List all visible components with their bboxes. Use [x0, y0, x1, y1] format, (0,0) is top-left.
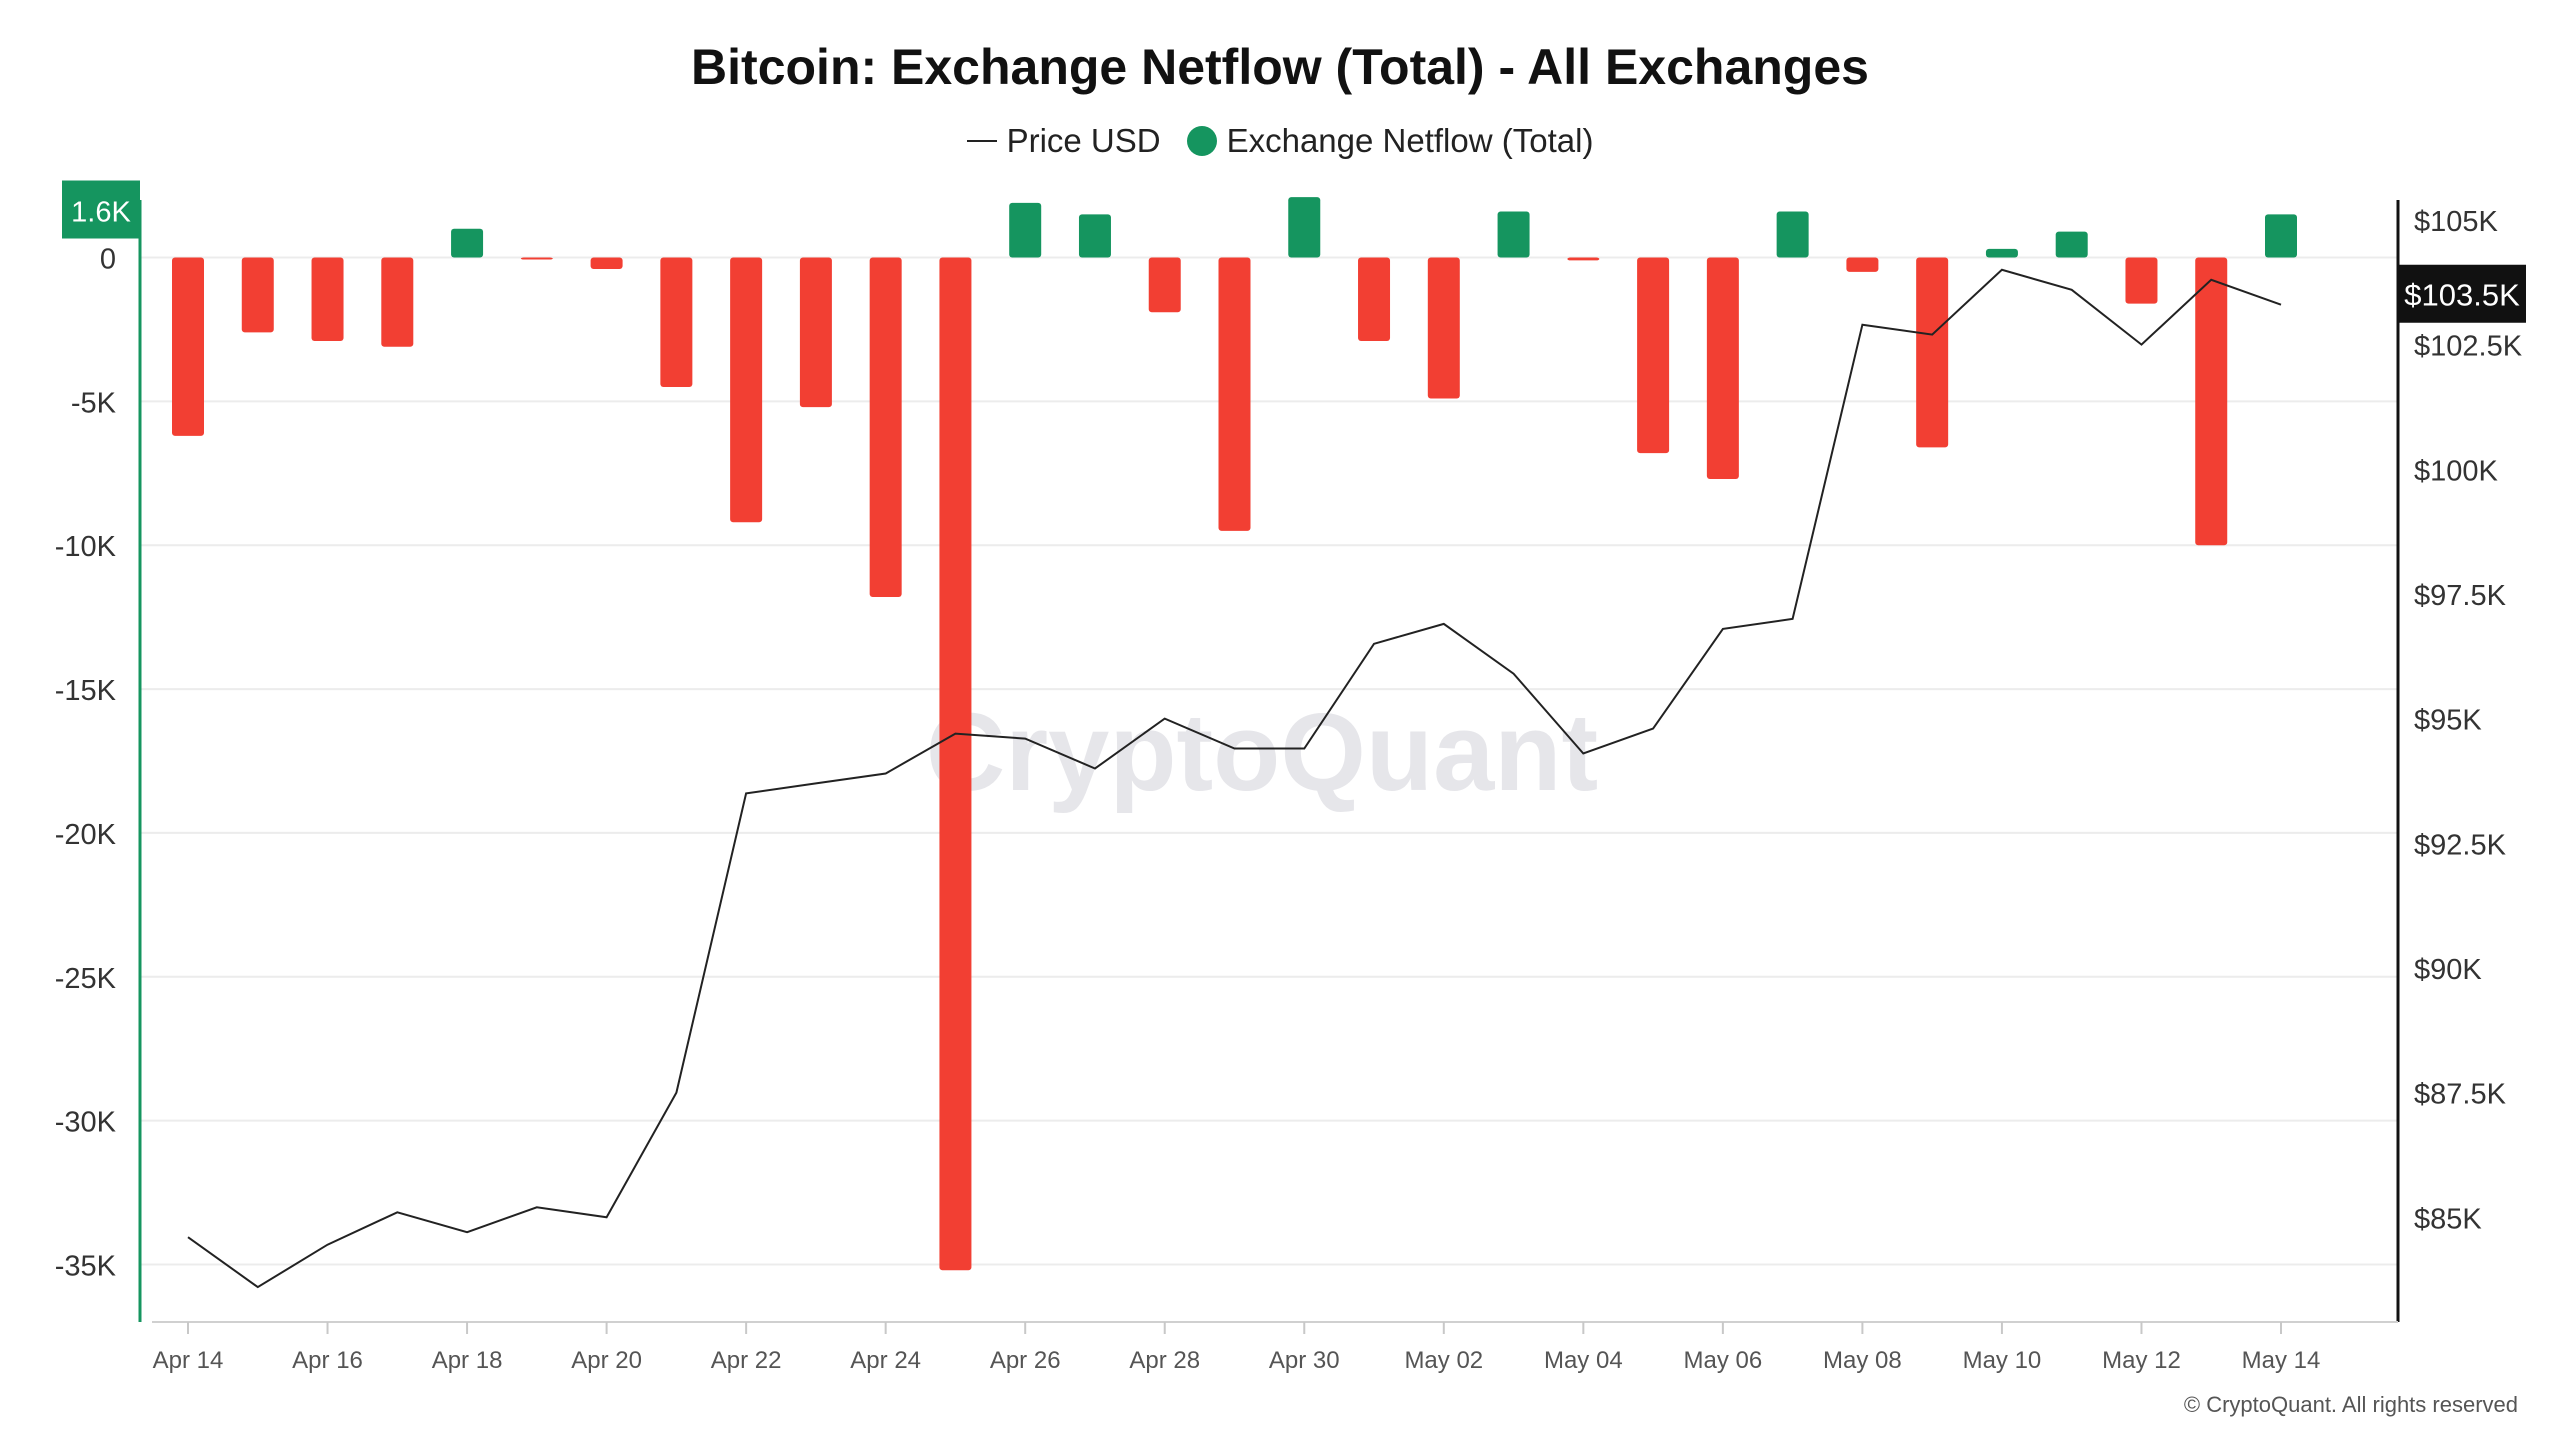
netflow-bar — [1916, 257, 1949, 448]
copyright-text: © CryptoQuant. All rights reserved — [2183, 1392, 2518, 1417]
current-price-badge-label: $103.5K — [2404, 278, 2520, 313]
y-right-tick-label: $105K — [2414, 206, 2499, 238]
x-tick-label: Apr 20 — [571, 1347, 642, 1374]
y-right-tick-label: $90K — [2414, 954, 2482, 986]
dot-marker-icon — [1186, 126, 1217, 156]
netflow-bar — [451, 228, 484, 258]
netflow-bar — [1078, 214, 1111, 258]
netflow-bar — [590, 257, 623, 270]
legend-item-netflow[interactable]: Exchange Netflow (Total) — [1186, 122, 1594, 160]
netflow-bar — [1427, 257, 1460, 399]
netflow-bar — [381, 257, 414, 347]
y-right-tick-label: $85K — [2414, 1203, 2482, 1235]
netflow-bar — [2265, 214, 2297, 258]
x-tick-label: May 02 — [1404, 1347, 1483, 1374]
y-right-tick-label: $95K — [2414, 705, 2482, 737]
netflow-bar — [2125, 257, 2158, 304]
line-marker-icon — [966, 140, 997, 142]
netflow-bar — [1567, 257, 1600, 261]
y-left-tick-label: -5K — [71, 387, 117, 419]
x-tick-label: May 08 — [1823, 1347, 1902, 1374]
watermark-text: CryptoQuant — [926, 691, 1598, 814]
x-tick-label: Apr 22 — [711, 1347, 782, 1374]
y-left-tick-label: -15K — [55, 675, 117, 707]
y-left-tick-label: -10K — [55, 531, 117, 563]
netflow-bar — [172, 257, 204, 436]
price-line — [187, 268, 2282, 1289]
legend: Price USD Exchange Netflow (Total) — [0, 122, 2560, 160]
y-left-tick-label: -20K — [55, 819, 117, 851]
y-right-tick-label: $87.5K — [2414, 1079, 2507, 1111]
legend-label-price: Price USD — [1006, 122, 1161, 159]
netflow-bar — [2055, 231, 2088, 258]
netflow-bar — [869, 257, 902, 598]
netflow-bar — [1358, 257, 1391, 341]
y-right-tick-label: $92.5K — [2414, 829, 2507, 861]
y-left-tick-label: -25K — [55, 963, 117, 995]
netflow-bar — [241, 257, 274, 333]
x-tick-label: Apr 30 — [1269, 1347, 1340, 1374]
x-tick-label: May 10 — [1963, 1347, 2042, 1374]
x-tick-label: Apr 26 — [990, 1347, 1061, 1374]
netflow-bar — [1218, 257, 1251, 531]
x-tick-label: May 14 — [2242, 1347, 2321, 1374]
netflow-bar — [1706, 257, 1739, 480]
y-left-tick-label: 0 — [100, 244, 116, 276]
netflow-bar — [1846, 257, 1879, 272]
netflow-bar — [1637, 257, 1670, 454]
netflow-bar — [730, 257, 763, 523]
y-right-tick-label: $97.5K — [2414, 580, 2507, 612]
netflow-bar — [1776, 211, 1809, 258]
x-tick-label: May 06 — [1684, 1347, 1763, 1374]
y-right-tick-label: $102.5K — [2414, 331, 2523, 363]
current-netflow-badge-label: 1.6K — [71, 197, 131, 229]
y-left-tick-label: -35K — [55, 1250, 117, 1282]
netflow-bar — [1148, 257, 1181, 313]
x-tick-label: Apr 28 — [1129, 1347, 1200, 1374]
netflow-bar — [1985, 248, 2018, 258]
x-tick-label: May 04 — [1544, 1347, 1623, 1374]
netflow-bar — [1009, 202, 1042, 258]
current-price-badge — [2398, 264, 2526, 323]
legend-item-price[interactable]: Price USD — [966, 122, 1161, 160]
legend-label-netflow: Exchange Netflow (Total) — [1226, 122, 1594, 159]
netflow-bar — [660, 257, 693, 387]
x-tick-label: May 12 — [2102, 1347, 2181, 1374]
y-left-tick-label: -30K — [55, 1107, 117, 1139]
netflow-bar — [799, 257, 832, 408]
x-tick-label: Apr 14 — [153, 1347, 224, 1374]
netflow-bar — [2195, 257, 2228, 546]
netflow-bar — [1497, 211, 1530, 258]
netflow-bar — [311, 257, 344, 341]
netflow-bar — [1288, 197, 1321, 258]
chart-title: Bitcoin: Exchange Netflow (Total) - All … — [691, 39, 1869, 95]
x-tick-label: Apr 24 — [850, 1347, 921, 1374]
x-tick-label: Apr 16 — [292, 1347, 363, 1374]
current-netflow-badge — [62, 180, 140, 239]
y-right-tick-label: $100K — [2414, 455, 2499, 487]
netflow-bar — [520, 257, 553, 260]
netflow-bar — [939, 257, 972, 1271]
x-tick-label: Apr 18 — [432, 1347, 503, 1374]
